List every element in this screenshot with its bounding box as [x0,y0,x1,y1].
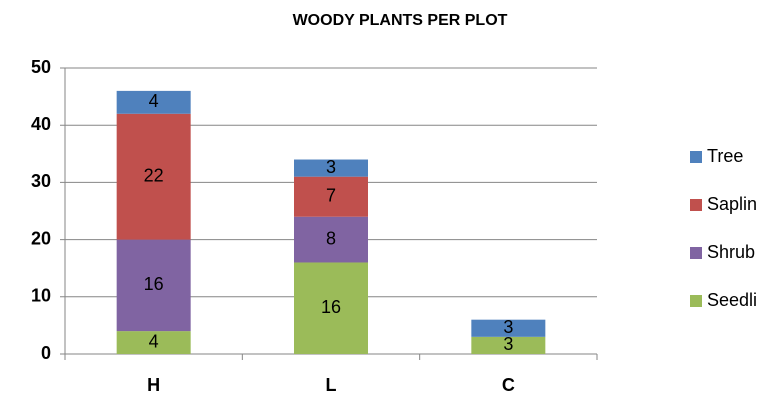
data-label: 16 [144,274,164,294]
data-label: 7 [326,185,336,205]
bar-segment [294,262,368,354]
y-tick-label: 40 [31,114,51,134]
data-label: 3 [503,334,513,354]
legend-label: Shrub [707,242,755,262]
data-label: 3 [503,317,513,337]
bar-segment [294,159,368,177]
legend-swatch [690,151,702,163]
y-tick-label: 0 [41,343,51,363]
legend-swatch [690,295,702,307]
legend-label: Tree [707,146,743,166]
y-tick-label: 20 [31,228,51,248]
data-label: 4 [149,331,159,351]
legend-label: Seedling [707,290,757,310]
data-label: 3 [326,157,336,177]
data-label: 22 [144,165,164,185]
legend-swatch [690,247,702,259]
y-tick-label: 30 [31,171,51,191]
x-tick-label: H [147,375,160,395]
y-tick-label: 10 [31,286,51,306]
bar-segment [116,239,191,332]
data-label: 4 [149,91,159,111]
bar-segment [116,90,191,114]
bar-segment [116,113,191,240]
bar-segment [471,336,546,354]
data-label: 8 [326,228,336,248]
y-tick-label: 50 [31,57,51,77]
bar-segment [294,176,368,217]
x-tick-label: C [502,375,515,395]
legend-label: Sapling [707,194,757,214]
data-label: 16 [321,297,341,317]
x-tick-label: L [326,375,337,395]
bar-segment [471,319,546,337]
legend-swatch [690,199,702,211]
bar-segment [294,216,368,263]
chart-title: WOODY PLANTS PER PLOT [293,12,508,29]
bar-segment [116,331,191,354]
